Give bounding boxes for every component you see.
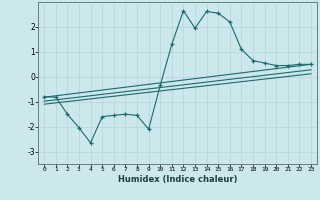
X-axis label: Humidex (Indice chaleur): Humidex (Indice chaleur) — [118, 175, 237, 184]
